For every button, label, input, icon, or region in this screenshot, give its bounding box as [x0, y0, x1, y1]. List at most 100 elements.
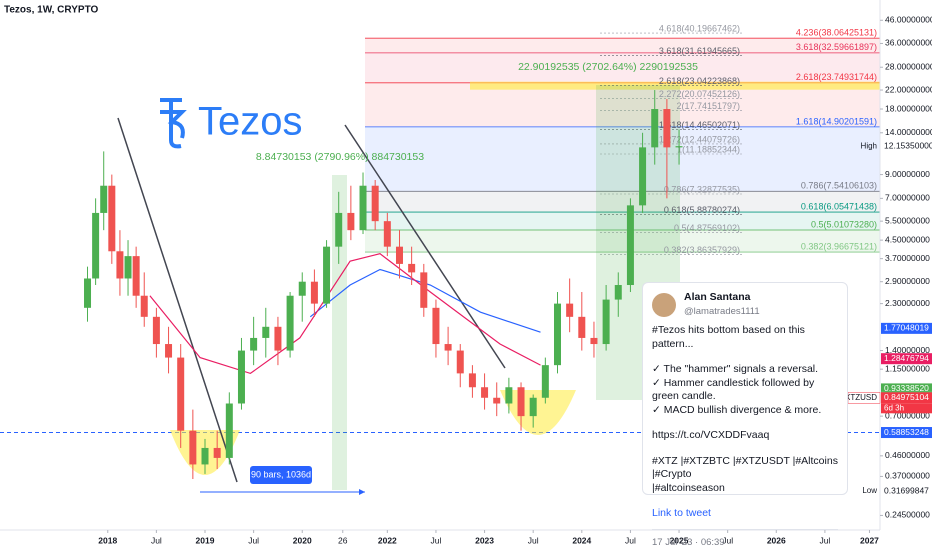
candle-body — [225, 403, 233, 458]
fib-label: 1.618(14.46502071) — [659, 120, 740, 130]
y-tick-label: 5.50000000 — [885, 215, 930, 225]
candle-body — [274, 326, 282, 351]
fib-label: 3.618(32.59661897) — [796, 42, 877, 52]
price-tag — [881, 353, 932, 365]
fib-band — [365, 229, 880, 253]
candle-body — [541, 365, 549, 398]
price-tag — [881, 383, 932, 395]
candle-body — [493, 397, 501, 404]
fib-bands — [0, 32, 880, 434]
tweet-line: https://t.co/VCXDDFvaaq — [652, 429, 770, 441]
candle-body — [189, 430, 197, 465]
y-tick-label: 0.46000000 — [885, 450, 930, 460]
author-handle: @lamatrades1111 — [684, 305, 760, 317]
moving-average — [309, 268, 541, 333]
x-tick-label: Jul — [625, 535, 636, 545]
fib-label: 1.272(12.44079726) — [659, 134, 740, 144]
price-tag-note: Low — [862, 486, 877, 495]
tweet-line: #XTZ |#XTZBTC |#XTZUSDT |#Altcoins |#Cry… — [652, 454, 838, 481]
fib-label: 4.618(40.19667462) — [659, 23, 740, 33]
x-tick-label: 2027 — [860, 535, 879, 545]
plot: 4.236(38.06425131) 3.618(32.59661897) 2.61… — [84, 23, 877, 480]
fib-band — [365, 82, 880, 127]
candle-body — [444, 344, 452, 351]
y-tick-label: 1.15000000 — [885, 363, 930, 373]
x-tick-label: Jul — [431, 535, 442, 545]
countdown: 6d 3h — [884, 403, 904, 412]
tweet-author: Alan Santana @lamatrades1111 — [684, 291, 760, 318]
candle-body — [177, 357, 185, 431]
y-tick-label: 22.00000000 — [885, 84, 932, 94]
y-tick-label: 2.90000000 — [885, 276, 930, 286]
fib-band — [365, 191, 880, 213]
y-tick-label: 0.70000000 — [885, 410, 930, 420]
tweet-date: 17 Jul '23 · 06:39 — [652, 528, 838, 550]
logo: Tezos — [160, 98, 303, 149]
fib-band — [365, 52, 880, 83]
trend-line — [117, 117, 238, 483]
fib-label: 0.382(3.86357929) — [664, 245, 740, 255]
candle-body — [432, 307, 440, 345]
candle-body — [371, 185, 379, 222]
tweet-line: #Tezos hits bottom based on this pattern… — [652, 324, 805, 350]
y-tick-label: 4.50000000 — [885, 234, 930, 244]
y-tick-label: 0.37000000 — [885, 471, 930, 481]
price-tag-note: XTZUSD — [845, 393, 877, 402]
fib-label: 3.618(31.61945665) — [659, 46, 740, 56]
y-tick-label: 36.00000000 — [885, 38, 932, 48]
x-tick-label: Jul — [819, 535, 830, 545]
fib-highlight — [470, 81, 880, 90]
fib-label: 4.236(38.06425131) — [796, 28, 877, 38]
candle-body — [553, 303, 561, 366]
y-tick-label: 28.00000000 — [885, 61, 932, 71]
candle-body — [566, 303, 574, 317]
tweet-link[interactable]: Link to tweet — [652, 507, 711, 519]
fib-label: 0.786(7.54106103) — [801, 181, 877, 191]
y-tick-label: 0.24500000 — [885, 510, 930, 520]
candle-body — [639, 147, 647, 206]
candle-body — [250, 337, 258, 351]
y-tick-label: 3.70000000 — [885, 253, 930, 263]
tweet-card: Alan Santana @lamatrades1111 #Tezos hits … — [642, 282, 848, 548]
tweet-line: ✓ MACD bullish divergence & more. — [652, 403, 822, 416]
candle-body — [132, 256, 140, 296]
axes: 46.00000000 36.00000000 28.00000000 22.0000… — [98, 15, 932, 545]
x-tick-label: Jul — [528, 535, 539, 545]
arrow-head — [359, 489, 365, 495]
range-label: 90 bars, 1036d — [251, 469, 311, 479]
x-tick-label: 2018 — [98, 535, 117, 545]
candle-body — [262, 326, 270, 338]
fib-label: 2.618(23.04223868) — [659, 76, 740, 86]
fib-label: 0.786(7.32877535) — [664, 184, 740, 194]
range-zone — [332, 175, 347, 490]
x-tick-label: 2025 — [670, 535, 689, 545]
chart-title: Tezos, 1W, CRYPTO — [4, 5, 98, 16]
fib-label: 0.5(5.01073280) — [811, 219, 877, 229]
candle-body — [614, 285, 622, 300]
candle-body — [165, 344, 173, 358]
x-tick-label: Jul — [151, 535, 162, 545]
annotation: 22.90192535 (2702.64%) 2290192535 — [518, 61, 698, 73]
candle-body — [92, 212, 100, 279]
range-box — [250, 466, 312, 484]
tweet-header: Alan Santana @lamatrades1111 — [652, 291, 838, 318]
x-tick-label: 2023 — [475, 535, 494, 545]
price-tag-note: High — [861, 141, 877, 150]
candle-body — [456, 350, 464, 374]
fib-label: 0.618(6.05471438) — [801, 201, 877, 211]
candle-body — [651, 109, 659, 148]
fib-band — [365, 212, 880, 230]
y-tick-label: 1.40000000 — [885, 345, 930, 355]
annotation: 8.84730153 (2790.96%) 884730153 — [256, 151, 424, 163]
candle-body — [84, 278, 92, 308]
y-tick-label: 9.00000000 — [885, 169, 930, 179]
logo-text: Tezos — [198, 100, 303, 144]
candle-body — [663, 109, 671, 148]
candle-body — [578, 316, 586, 338]
moving-average — [149, 253, 541, 375]
x-tick-label: 26 — [338, 535, 348, 545]
price-tag — [881, 140, 932, 152]
price-tag-label: 1.77048019 — [884, 323, 929, 333]
